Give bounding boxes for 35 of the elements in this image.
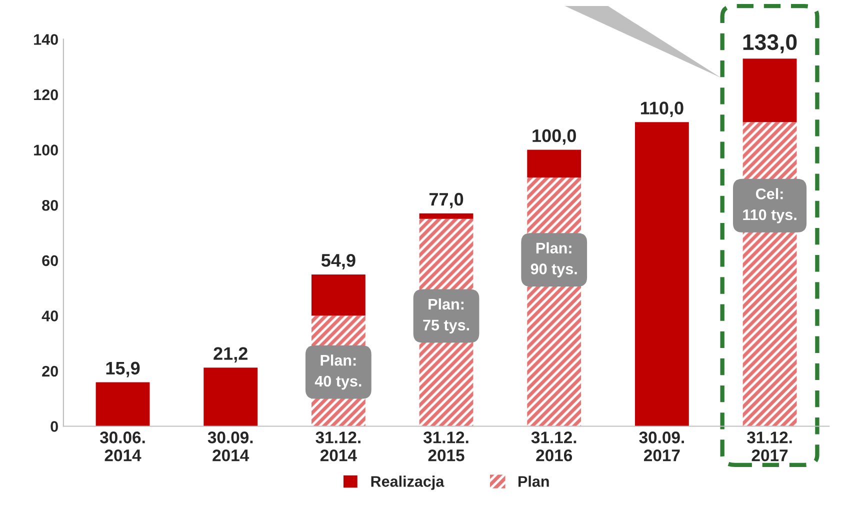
bar	[311, 274, 366, 316]
y-tick-label: 20	[42, 366, 58, 377]
legend-label: Plan	[518, 476, 549, 487]
y-tick-label: 0	[50, 421, 58, 432]
x-tick-label: 31.12. 2016	[531, 432, 576, 462]
bar	[742, 58, 797, 122]
x-tick-label: 30.06. 2014	[100, 432, 145, 462]
bar	[634, 122, 689, 426]
bar	[96, 382, 150, 426]
bar	[204, 368, 258, 426]
x-tick-label: 30.09. 2017	[639, 432, 684, 462]
y-tick-label: 100	[34, 144, 58, 156]
total-label: 110,0	[640, 102, 684, 118]
bar	[419, 213, 474, 219]
legend-label: Realizacja	[371, 476, 444, 490]
total-label: 15,9	[106, 362, 140, 378]
total-label: 77,0	[429, 192, 464, 208]
annotation: Plan: 75 tys.	[423, 298, 469, 334]
x-tick-label: 31.12. 2014	[316, 432, 360, 462]
x-tick-label: 31.12. 2017	[746, 432, 792, 462]
total-label: 133,0	[743, 34, 797, 54]
total-label: 21,2	[214, 347, 248, 363]
y-tick-label: 60	[42, 255, 58, 266]
annotation: Cel: 110 tys.	[743, 188, 796, 224]
y-tick-label: 140	[34, 34, 58, 45]
y-tick-label: 80	[42, 200, 58, 211]
total-label: 100,0	[532, 129, 576, 145]
x-tick-label: 30.09. 2014	[208, 432, 253, 462]
x-tick-label: 31.12. 2015	[423, 432, 468, 462]
total-label: 54,9	[321, 254, 356, 270]
annotation: Plan: 90 tys.	[530, 242, 577, 278]
y-tick-label: 120	[34, 89, 58, 100]
bar	[527, 150, 582, 178]
y-tick-label: 40	[42, 310, 58, 322]
annotation: Plan: 40 tys.	[314, 354, 362, 390]
